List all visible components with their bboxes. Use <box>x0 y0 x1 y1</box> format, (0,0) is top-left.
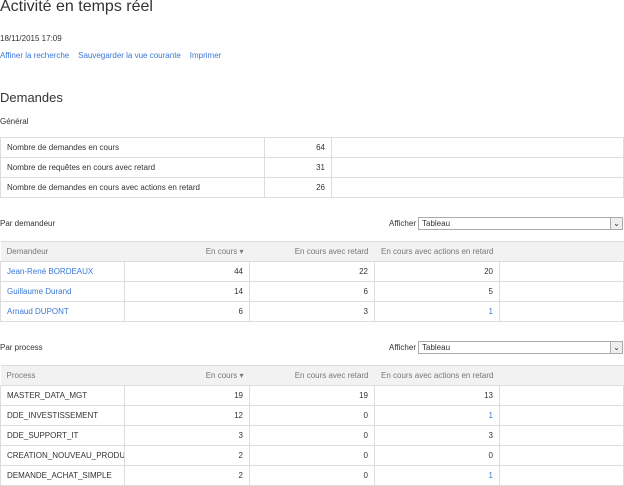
par-process-label: Par process <box>0 343 43 352</box>
late-actions-link[interactable]: 1 <box>488 411 493 420</box>
row-value: 64 <box>264 137 332 158</box>
column-header: En cours avec actions en retard <box>374 241 500 262</box>
actions-retard-cell: 1 <box>374 465 500 486</box>
row-value: 31 <box>264 157 332 178</box>
column-header: En cours avec retard <box>249 241 375 262</box>
table-row: DDE_SUPPORT_IT 3 0 3 <box>0 425 624 446</box>
par-demandeur-label: Par demandeur <box>0 219 56 228</box>
table-row: Nombre de requêtes en cours avec retard 3… <box>0 157 624 178</box>
requester-link[interactable]: Jean-René BORDEAUX <box>7 267 94 276</box>
actions-retard-cell: 5 <box>374 281 500 302</box>
process-name: DDE_SUPPORT_IT <box>7 431 79 440</box>
en-cours-cell: 44 <box>124 261 250 282</box>
actions-retard-cell: 1 <box>374 301 500 322</box>
afficher-label: Afficher <box>389 343 416 352</box>
general-label: Général <box>0 117 29 126</box>
process-table: Process En cours ▾ En cours avec retard En … <box>0 365 624 486</box>
column-header: En cours avec retard <box>249 365 375 386</box>
chevron-down-icon[interactable]: ⌄ <box>610 218 622 229</box>
actions-retard-cell: 20 <box>374 261 500 282</box>
section-title: Demandes <box>0 90 63 105</box>
requester-link[interactable]: Guillaume Durand <box>7 287 72 296</box>
table-row: DDE_INVESTISSEMENT 12 0 1 <box>0 405 624 426</box>
table-row: MASTER_DATA_MGT 19 19 13 <box>0 385 624 406</box>
column-header: En cours avec actions en retard <box>374 365 500 386</box>
process-name: MASTER_DATA_MGT <box>7 391 88 400</box>
retard-cell: 0 <box>249 405 375 426</box>
refine-search-link[interactable]: Affiner la recherche <box>0 51 70 60</box>
print-link[interactable]: Imprimer <box>189 51 222 60</box>
save-view-link[interactable]: Sauvegarder la vue courante <box>78 51 181 60</box>
en-cours-cell: 6 <box>124 301 250 322</box>
row-label: Nombre de requêtes en cours avec retard <box>0 157 265 178</box>
en-cours-cell: 2 <box>124 465 250 486</box>
column-header[interactable]: En cours ▾ <box>124 241 250 262</box>
display-select-process[interactable]: Tableau ⌄ <box>418 341 623 354</box>
en-cours-cell: 12 <box>124 405 250 426</box>
table-header: Process En cours ▾ En cours avec retard En … <box>0 365 624 386</box>
actions-retard-cell: 0 <box>374 445 500 466</box>
timestamp: 18/11/2015 17:09 <box>0 34 62 43</box>
table-row: Nombre de demandes en cours avec actions… <box>0 177 624 198</box>
general-table: Nombre de demandes en cours 64 Nombre de … <box>0 137 624 198</box>
table-row: Nombre de demandes en cours 64 <box>0 137 624 158</box>
retard-cell: 0 <box>249 425 375 446</box>
page-title: Activité en temps réel <box>0 0 153 15</box>
table-row: Jean-René BORDEAUX 44 22 20 <box>0 261 624 282</box>
afficher-label: Afficher <box>389 219 416 228</box>
late-actions-link[interactable]: 1 <box>488 307 493 316</box>
en-cours-cell: 3 <box>124 425 250 446</box>
process-name: DEMANDE_ACHAT_SIMPLE <box>7 471 112 480</box>
retard-cell: 19 <box>249 385 375 406</box>
display-select-demandeur[interactable]: Tableau ⌄ <box>418 217 623 230</box>
retard-cell: 22 <box>249 261 375 282</box>
column-header[interactable]: En cours ▾ <box>124 365 250 386</box>
actions-retard-cell: 3 <box>374 425 500 446</box>
table-row: Arnaud DUPONT 6 3 1 <box>0 301 624 322</box>
demandeur-table: Demandeur En cours ▾ En cours avec retard E… <box>0 241 624 322</box>
en-cours-cell: 14 <box>124 281 250 302</box>
late-actions-link[interactable]: 1 <box>488 471 493 480</box>
table-row: DEMANDE_ACHAT_SIMPLE 2 0 1 <box>0 465 624 486</box>
actions-retard-cell: 1 <box>374 405 500 426</box>
table-header: Demandeur En cours ▾ En cours avec retard E… <box>0 241 624 262</box>
table-row: Guillaume Durand 14 6 5 <box>0 281 624 302</box>
retard-cell: 0 <box>249 445 375 466</box>
retard-cell: 6 <box>249 281 375 302</box>
table-row: CREATION_NOUVEAU_PRODUIT 2 0 0 <box>0 445 624 466</box>
chevron-down-icon[interactable]: ⌄ <box>610 342 622 353</box>
requester-link[interactable]: Arnaud DUPONT <box>7 307 69 316</box>
process-name: CREATION_NOUVEAU_PRODUIT <box>7 451 125 460</box>
process-name: DDE_INVESTISSEMENT <box>7 411 99 420</box>
en-cours-cell: 2 <box>124 445 250 466</box>
retard-cell: 3 <box>249 301 375 322</box>
column-header: Process <box>0 365 125 386</box>
column-header: Demandeur <box>0 241 125 262</box>
action-links: Affiner la recherche Sauvegarder la vue … <box>0 51 221 60</box>
row-label: Nombre de demandes en cours <box>0 137 265 158</box>
retard-cell: 0 <box>249 465 375 486</box>
row-value: 26 <box>264 177 332 198</box>
en-cours-cell: 19 <box>124 385 250 406</box>
actions-retard-cell: 13 <box>374 385 500 406</box>
row-label: Nombre de demandes en cours avec actions… <box>0 177 265 198</box>
